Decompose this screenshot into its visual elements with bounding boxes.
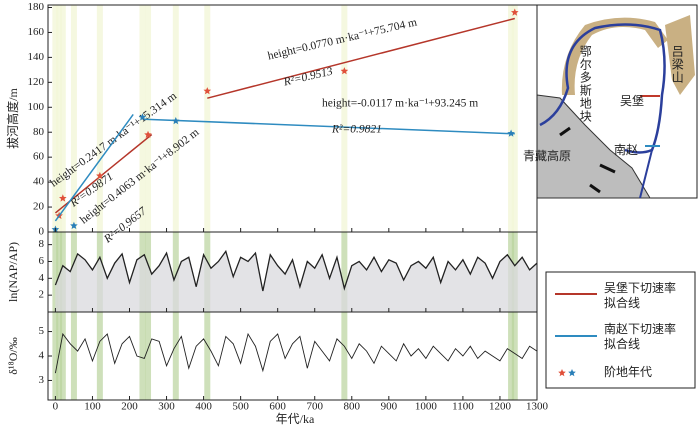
y-tick-label: 4 — [39, 272, 45, 284]
terrace-star — [511, 8, 519, 16]
age-band — [96, 5, 103, 232]
y-axis-title: δ¹⁸O/‰ — [6, 337, 20, 374]
x-tick-label: 600 — [269, 401, 286, 413]
y-tick-label: 8 — [39, 238, 45, 250]
river — [639, 149, 653, 199]
fit-line — [207, 17, 515, 99]
age-band — [172, 232, 179, 400]
y-tick-label: 4 — [39, 350, 45, 362]
x-tick-label: 700 — [306, 401, 323, 413]
fit-line — [144, 118, 515, 135]
x-tick-label: 0 — [53, 401, 59, 413]
fit-r2: R²=0.9513 — [282, 66, 334, 89]
fit-line — [54, 114, 134, 222]
terrace-star — [59, 194, 67, 202]
map-label: 吴堡 — [620, 93, 644, 108]
area — [55, 251, 538, 312]
y-tick-label: 180 — [28, 1, 45, 13]
age-band — [511, 232, 518, 400]
fit-r2: R²=0.9821 — [331, 124, 382, 136]
map-label: 吕梁山 — [670, 45, 684, 84]
age-band — [59, 5, 66, 232]
map-label: 青藏高原 — [523, 148, 571, 163]
river — [539, 23, 666, 154]
x-tick-label: 1000 — [415, 401, 438, 413]
age-band — [52, 232, 59, 400]
x-axis-title: 年代/ka — [276, 412, 315, 426]
y-tick-label: 120 — [28, 76, 45, 88]
y-tick-label: 100 — [28, 101, 45, 113]
age-band — [139, 232, 146, 400]
age-band — [508, 232, 515, 400]
age-band — [204, 232, 211, 400]
age-band — [508, 5, 515, 232]
y-tick-label: 6 — [39, 255, 45, 267]
terrace-star — [340, 67, 349, 75]
terrace-star — [144, 130, 152, 138]
age-band — [511, 5, 518, 232]
terrace-star — [203, 87, 212, 95]
legend-label: 阶地年代 — [604, 365, 653, 379]
y-tick-label: 0 — [39, 226, 45, 238]
x-tick-label: 900 — [381, 401, 398, 413]
x-tick-label: 100 — [84, 401, 101, 413]
loess-belt — [561, 17, 668, 95]
x-tick-label: 200 — [121, 401, 138, 413]
legend-frame — [545, 271, 696, 389]
age-band — [59, 232, 66, 400]
plateau — [536, 94, 651, 199]
age-band — [56, 232, 63, 400]
fit-equation: height=-0.0117 m·ka⁻¹+93.245 m — [322, 98, 478, 110]
terrace-star — [138, 113, 147, 121]
age-band — [70, 232, 77, 400]
legend-star — [558, 369, 566, 377]
map: 鄂尔多斯地块 吕梁山 吴堡 青藏高原 南赵 — [523, 4, 698, 199]
age-band — [145, 232, 152, 400]
x-tick-label: 300 — [158, 401, 175, 413]
y-tick-label: 60 — [33, 151, 45, 163]
y-tick-label: 20 — [33, 201, 45, 213]
y-tick-label: 5 — [39, 325, 45, 337]
map-label: 南赵 — [614, 142, 638, 157]
age-band — [341, 232, 348, 400]
terrace-star — [96, 171, 104, 180]
x-tick-label: 400 — [195, 401, 212, 413]
terrace-star — [172, 117, 180, 125]
x-tick-label: 500 — [232, 401, 249, 413]
fit-equation: height=0.2417 m·ka⁻¹+15.314 m — [48, 90, 179, 190]
age-band — [145, 5, 152, 232]
series-line — [54, 249, 538, 292]
fault — [559, 126, 616, 194]
age-band — [341, 5, 348, 232]
legend-label: 南赵下切速率拟合线 — [604, 322, 677, 351]
series-line — [54, 332, 538, 374]
y-tick-label: 40 — [33, 176, 45, 188]
y-tick-label: 2 — [39, 289, 45, 301]
legend-star — [568, 369, 576, 377]
age-band — [204, 5, 211, 232]
x-tick-label: 1200 — [489, 401, 512, 413]
age-band — [70, 5, 77, 232]
age-band — [52, 5, 59, 232]
x-tick-label: 1300 — [526, 401, 549, 413]
y-axis-title: 拔河高度/m — [5, 88, 20, 149]
x-tick-label: 800 — [344, 401, 361, 413]
y-tick-label: 160 — [28, 26, 45, 38]
legend-label: 吴堡下切速率拟合线 — [604, 281, 677, 310]
y-axis-title: ln(NAP/AP) — [6, 242, 20, 302]
y-tick-label: 3 — [39, 374, 45, 386]
y-tick-label: 80 — [33, 126, 45, 138]
panel-frame — [47, 311, 538, 401]
map-label: 鄂尔多斯地块 — [578, 45, 592, 123]
loess-belt — [665, 15, 695, 95]
terrace-star — [70, 221, 78, 229]
x-tick-label: 1100 — [452, 401, 474, 413]
age-band — [96, 232, 103, 400]
terrace-star — [507, 129, 515, 137]
y-tick-label: 140 — [28, 51, 45, 63]
age-band — [56, 5, 63, 232]
